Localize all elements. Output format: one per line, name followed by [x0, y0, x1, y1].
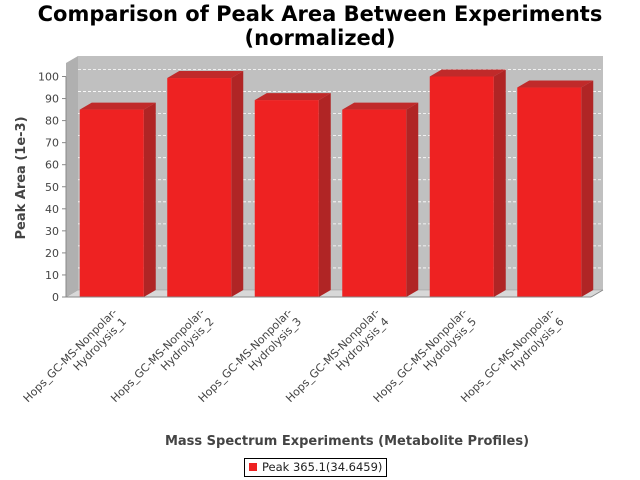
bar-side	[231, 71, 244, 297]
y-tick-label: 30	[45, 225, 59, 238]
bar-side	[143, 102, 156, 297]
bar-side	[581, 80, 594, 298]
bar-side	[318, 93, 331, 297]
y-tick-label: 50	[45, 181, 59, 194]
bar-front	[167, 78, 232, 297]
bar-front	[342, 109, 407, 297]
y-tick-label: 10	[45, 269, 59, 282]
y-tick-label: 70	[45, 137, 59, 150]
bar-top	[79, 102, 156, 110]
bar-front	[429, 76, 494, 297]
bar	[342, 102, 419, 297]
bar-top	[167, 71, 244, 79]
chart-title-line-2: (normalized)	[244, 26, 396, 50]
x-tick-label-line: Hops_GC-MS-Nonpolar-	[21, 306, 120, 405]
bar-top	[254, 93, 331, 101]
legend-swatch	[249, 463, 257, 471]
bar-top	[517, 80, 594, 88]
y-axis: 0 10 20 30 40 50 60 70 80 90 100	[38, 71, 67, 304]
bar	[429, 69, 506, 297]
bars	[79, 69, 594, 298]
y-tick-label: 90	[45, 93, 59, 106]
bar-top	[429, 69, 506, 77]
y-tick-label: 60	[45, 159, 59, 172]
chart-title-line-1: Comparison of Peak Area Between Experime…	[37, 2, 603, 26]
plot-back-wall	[78, 56, 603, 290]
bar-front	[517, 87, 582, 298]
y-axis-title: Peak Area (1e-3)	[14, 116, 29, 239]
plot-floor-edge	[590, 289, 604, 298]
bar	[517, 80, 594, 298]
legend-label: Peak 365.1(34.6459)	[262, 460, 383, 474]
chart-title: Comparison of Peak Area Between Experime…	[0, 2, 640, 50]
bar-side	[493, 69, 506, 297]
y-tick-label: 100	[38, 71, 59, 84]
bar-front	[79, 109, 144, 297]
bar-side	[406, 102, 419, 297]
bar-front	[254, 100, 319, 297]
y-tick-label: 40	[45, 203, 59, 216]
bar	[254, 93, 331, 297]
bar	[79, 102, 156, 297]
y-tick-label: 0	[52, 291, 59, 304]
x-axis-title: Mass Spectrum Experiments (Metabolite Pr…	[165, 434, 529, 449]
bar	[167, 71, 244, 297]
legend: Peak 365.1(34.6459)	[244, 458, 388, 477]
bar-top	[342, 102, 419, 110]
y-tick-label: 80	[45, 115, 59, 128]
y-tick-label: 20	[45, 247, 59, 260]
x-axis: Hops_GC-MS-Nonpolar-Hydrolysis_1Hops_GC-…	[21, 296, 591, 405]
plot-left-wall	[66, 56, 78, 297]
